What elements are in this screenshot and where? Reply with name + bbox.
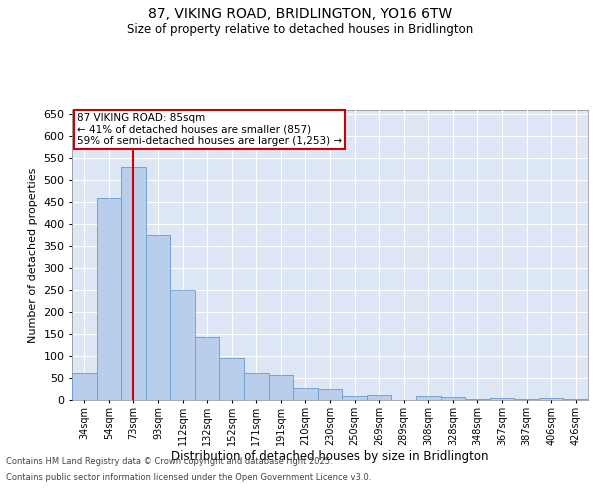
Bar bbox=[170, 290, 195, 400]
Bar bbox=[342, 396, 367, 400]
Text: Contains public sector information licensed under the Open Government Licence v3: Contains public sector information licen… bbox=[6, 472, 371, 482]
Bar bbox=[293, 388, 318, 400]
Bar bbox=[539, 398, 563, 400]
Bar bbox=[293, 388, 318, 400]
Bar bbox=[146, 235, 170, 400]
Bar bbox=[244, 373, 269, 400]
Bar bbox=[220, 358, 244, 400]
X-axis label: Distribution of detached houses by size in Bridlington: Distribution of detached houses by size … bbox=[171, 450, 489, 464]
Text: 87 VIKING ROAD: 85sqm
← 41% of detached houses are smaller (857)
59% of semi-det: 87 VIKING ROAD: 85sqm ← 41% of detached … bbox=[77, 113, 342, 146]
Bar bbox=[416, 396, 440, 400]
Bar bbox=[318, 389, 342, 400]
Bar bbox=[244, 373, 269, 400]
Text: Contains HM Land Registry data © Crown copyright and database right 2025.: Contains HM Land Registry data © Crown c… bbox=[6, 458, 332, 466]
Bar bbox=[269, 375, 293, 400]
Bar bbox=[342, 396, 367, 400]
Bar bbox=[97, 198, 121, 400]
Bar bbox=[539, 398, 563, 400]
Bar bbox=[121, 167, 146, 400]
Text: 87, VIKING ROAD, BRIDLINGTON, YO16 6TW: 87, VIKING ROAD, BRIDLINGTON, YO16 6TW bbox=[148, 8, 452, 22]
Bar bbox=[440, 397, 465, 400]
Bar bbox=[195, 337, 220, 400]
Bar bbox=[220, 358, 244, 400]
Bar bbox=[465, 398, 490, 400]
Bar bbox=[121, 167, 146, 400]
Bar bbox=[490, 398, 514, 400]
Bar bbox=[72, 373, 97, 400]
Y-axis label: Number of detached properties: Number of detached properties bbox=[28, 168, 38, 342]
Bar bbox=[170, 290, 195, 400]
Bar bbox=[318, 389, 342, 400]
Bar bbox=[195, 337, 220, 400]
Bar bbox=[416, 396, 440, 400]
Bar bbox=[269, 375, 293, 400]
Bar bbox=[97, 198, 121, 400]
Bar bbox=[563, 398, 588, 400]
Bar bbox=[514, 398, 539, 400]
Text: Size of property relative to detached houses in Bridlington: Size of property relative to detached ho… bbox=[127, 22, 473, 36]
Bar bbox=[146, 235, 170, 400]
Bar bbox=[490, 398, 514, 400]
Bar bbox=[465, 398, 490, 400]
Bar bbox=[514, 398, 539, 400]
Bar bbox=[367, 394, 391, 400]
Bar bbox=[72, 373, 97, 400]
Bar bbox=[367, 394, 391, 400]
Bar bbox=[440, 397, 465, 400]
Bar bbox=[563, 398, 588, 400]
